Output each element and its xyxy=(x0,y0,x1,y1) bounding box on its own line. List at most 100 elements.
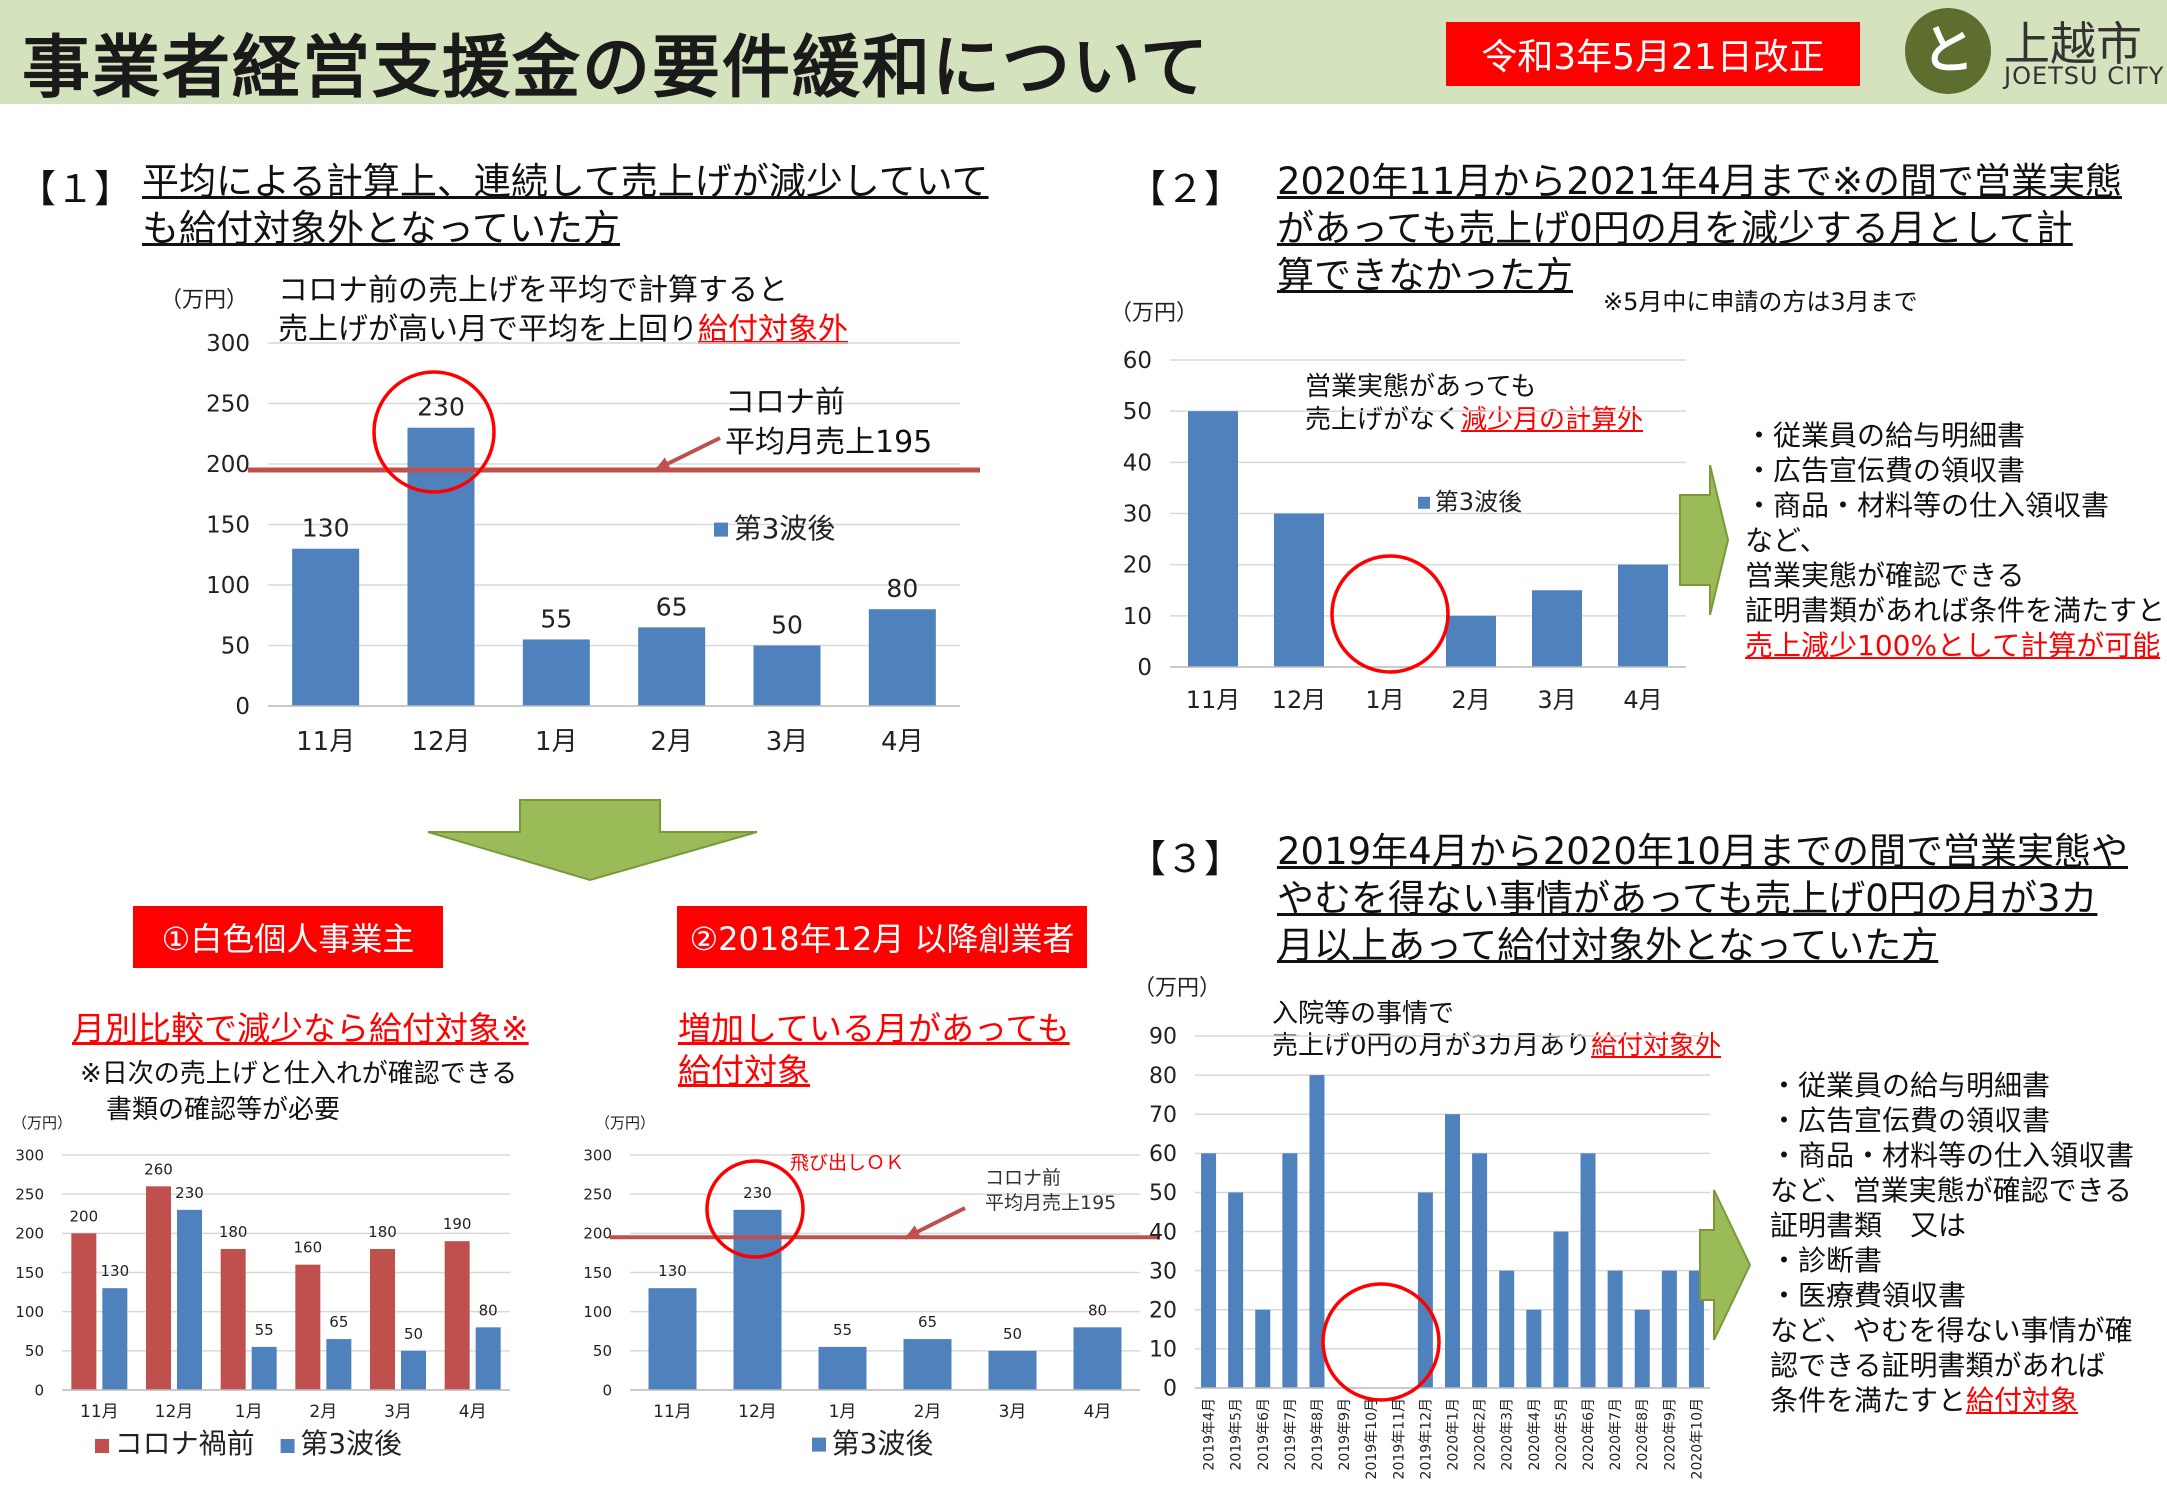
legend-label: コロナ禍前 xyxy=(115,1427,255,1460)
left-case-note-2: 書類の確認等が必要 xyxy=(106,1095,341,1125)
x-tick-label: 2019年8月 xyxy=(1310,1398,1326,1471)
section2-heading-2: があっても売上げ0円の月を減少する月として計 xyxy=(1277,207,2073,250)
right-case-title-2: 給付対象 xyxy=(678,1051,810,1090)
bar xyxy=(370,1249,395,1390)
bar xyxy=(251,1346,277,1390)
bar xyxy=(1309,1075,1325,1388)
section1-heading-1: 平均による計算上、連続して売上げが減少していて xyxy=(142,160,989,203)
data-label: 50 xyxy=(771,611,803,640)
bar xyxy=(753,645,821,706)
data-label: 130 xyxy=(101,1262,130,1280)
x-tick-label: 4月 xyxy=(1623,686,1662,714)
x-tick-label: 12月 xyxy=(738,1402,777,1422)
x-tick-label: 11月 xyxy=(1186,686,1241,714)
ref-line-small-label-1: コロナ前 xyxy=(985,1167,1062,1189)
y-tick-label: 250 xyxy=(15,1185,44,1203)
case-box-1: ①白色個人事業主 xyxy=(133,906,443,968)
y-tick-label: 0 xyxy=(602,1381,612,1399)
y-tick-label: 0 xyxy=(34,1381,44,1399)
section2-requirements: ・従業員の給与明細書 ・広告宣伝費の領収書 ・商品・材料等の仕入領収書 など、 … xyxy=(1745,419,2166,662)
data-label: 200 xyxy=(70,1207,99,1225)
section3-heading-2: やむを得ない事情があっても売上げ0円の月が3カ xyxy=(1277,877,2098,920)
x-tick-label: 3月 xyxy=(384,1402,412,1422)
x-tick-label: 2019年12月 xyxy=(1418,1398,1434,1479)
bar xyxy=(1553,1231,1569,1388)
x-tick-label: 2019年6月 xyxy=(1256,1398,1272,1471)
bar xyxy=(295,1264,321,1390)
x-tick-label: 2019年4月 xyxy=(1202,1398,1218,1471)
x-tick-label: 2019年7月 xyxy=(1283,1398,1299,1471)
data-label: 55 xyxy=(540,604,572,633)
bar xyxy=(1472,1153,1488,1388)
y-tick-label: 30 xyxy=(1123,502,1152,528)
section3-heading-1: 2019年4月から2020年10月までの間で営業実態や xyxy=(1277,830,2128,873)
x-tick-label: 2020年3月 xyxy=(1500,1398,1516,1471)
bar xyxy=(146,1186,171,1390)
ref-line-small-label-2: 平均月売上195 xyxy=(985,1192,1117,1214)
y-tick-label: 60 xyxy=(1123,348,1152,374)
section2-heading-3: 算できなかった方 xyxy=(1277,254,1573,297)
highlight-circle xyxy=(705,1159,805,1259)
section1-heading-2: も給付対象外となっていた方 xyxy=(142,207,621,250)
bar xyxy=(1634,1309,1650,1388)
revision-badge: 令和3年5月21日改正 xyxy=(1446,22,1860,86)
callout-arrowhead-icon xyxy=(905,1225,921,1238)
data-label: 230 xyxy=(175,1184,204,1202)
y-tick-label: 30 xyxy=(1149,1259,1177,1284)
y-tick-label: 300 xyxy=(583,1146,612,1164)
highlight-circle xyxy=(372,370,496,494)
legend-swatch xyxy=(1418,496,1430,509)
city-logo-icon: と xyxy=(1905,8,1991,94)
section2-note-2: 売上げがなく減少月の計算外 xyxy=(1305,405,1644,435)
legend-label: 第3波後 xyxy=(1435,488,1522,516)
bar xyxy=(1417,1192,1433,1388)
bar xyxy=(1446,615,1496,667)
y-tick-label: 100 xyxy=(583,1303,612,1321)
data-label: 180 xyxy=(368,1223,397,1241)
data-label: 55 xyxy=(833,1321,852,1339)
city-name: 上越市 xyxy=(2004,17,2142,71)
x-tick-label: 4月 xyxy=(1084,1402,1112,1422)
page-title: 事業者経営支援金の要件緩和について xyxy=(22,29,1210,108)
spike-label: 飛び出しＯＫ xyxy=(790,1152,905,1174)
bar xyxy=(1618,564,1668,667)
data-label: 50 xyxy=(1003,1325,1022,1343)
x-tick-label: 3月 xyxy=(766,727,809,757)
y-tick-label: 50 xyxy=(25,1342,44,1360)
x-tick-label: 2020年9月 xyxy=(1662,1398,1678,1471)
y-tick-label: 150 xyxy=(583,1264,612,1282)
legend-swatch xyxy=(95,1439,109,1453)
legend-swatch xyxy=(280,1439,295,1453)
y-tick-label: 250 xyxy=(583,1185,612,1203)
bar xyxy=(401,1350,426,1390)
bar xyxy=(1607,1270,1623,1388)
y-tick-label: 20 xyxy=(1149,1298,1177,1323)
x-tick-label: 12月 xyxy=(411,727,470,757)
y-tick-label: 0 xyxy=(1137,655,1152,681)
section1-note-2: 売上げが高い月で平均を上回り給付対象外 xyxy=(278,312,848,347)
bar xyxy=(638,627,706,706)
y-tick-label: 10 xyxy=(1149,1338,1177,1363)
bar xyxy=(407,427,475,706)
x-tick-label: 11月 xyxy=(653,1402,692,1422)
x-tick-label: 12月 xyxy=(1272,686,1327,714)
data-label: 230 xyxy=(743,1184,772,1202)
case-box-2: ②2018年12月 以降創業者 xyxy=(677,906,1087,968)
bar xyxy=(102,1288,128,1390)
legend-swatch xyxy=(714,522,728,537)
y-tick-label: 250 xyxy=(206,392,250,418)
logo-mark: と xyxy=(1921,21,1974,81)
bar xyxy=(1445,1114,1460,1388)
x-tick-label: 2020年6月 xyxy=(1581,1398,1597,1471)
x-tick-label: 2019年5月 xyxy=(1229,1398,1245,1471)
y-tick-label: 300 xyxy=(15,1146,44,1164)
section1-note-1: コロナ前の売上げを平均で計算すると xyxy=(278,273,788,308)
x-tick-label: 11月 xyxy=(80,1402,119,1422)
city-name-en: JOETSU CITY xyxy=(2004,62,2165,90)
bar xyxy=(475,1327,501,1390)
